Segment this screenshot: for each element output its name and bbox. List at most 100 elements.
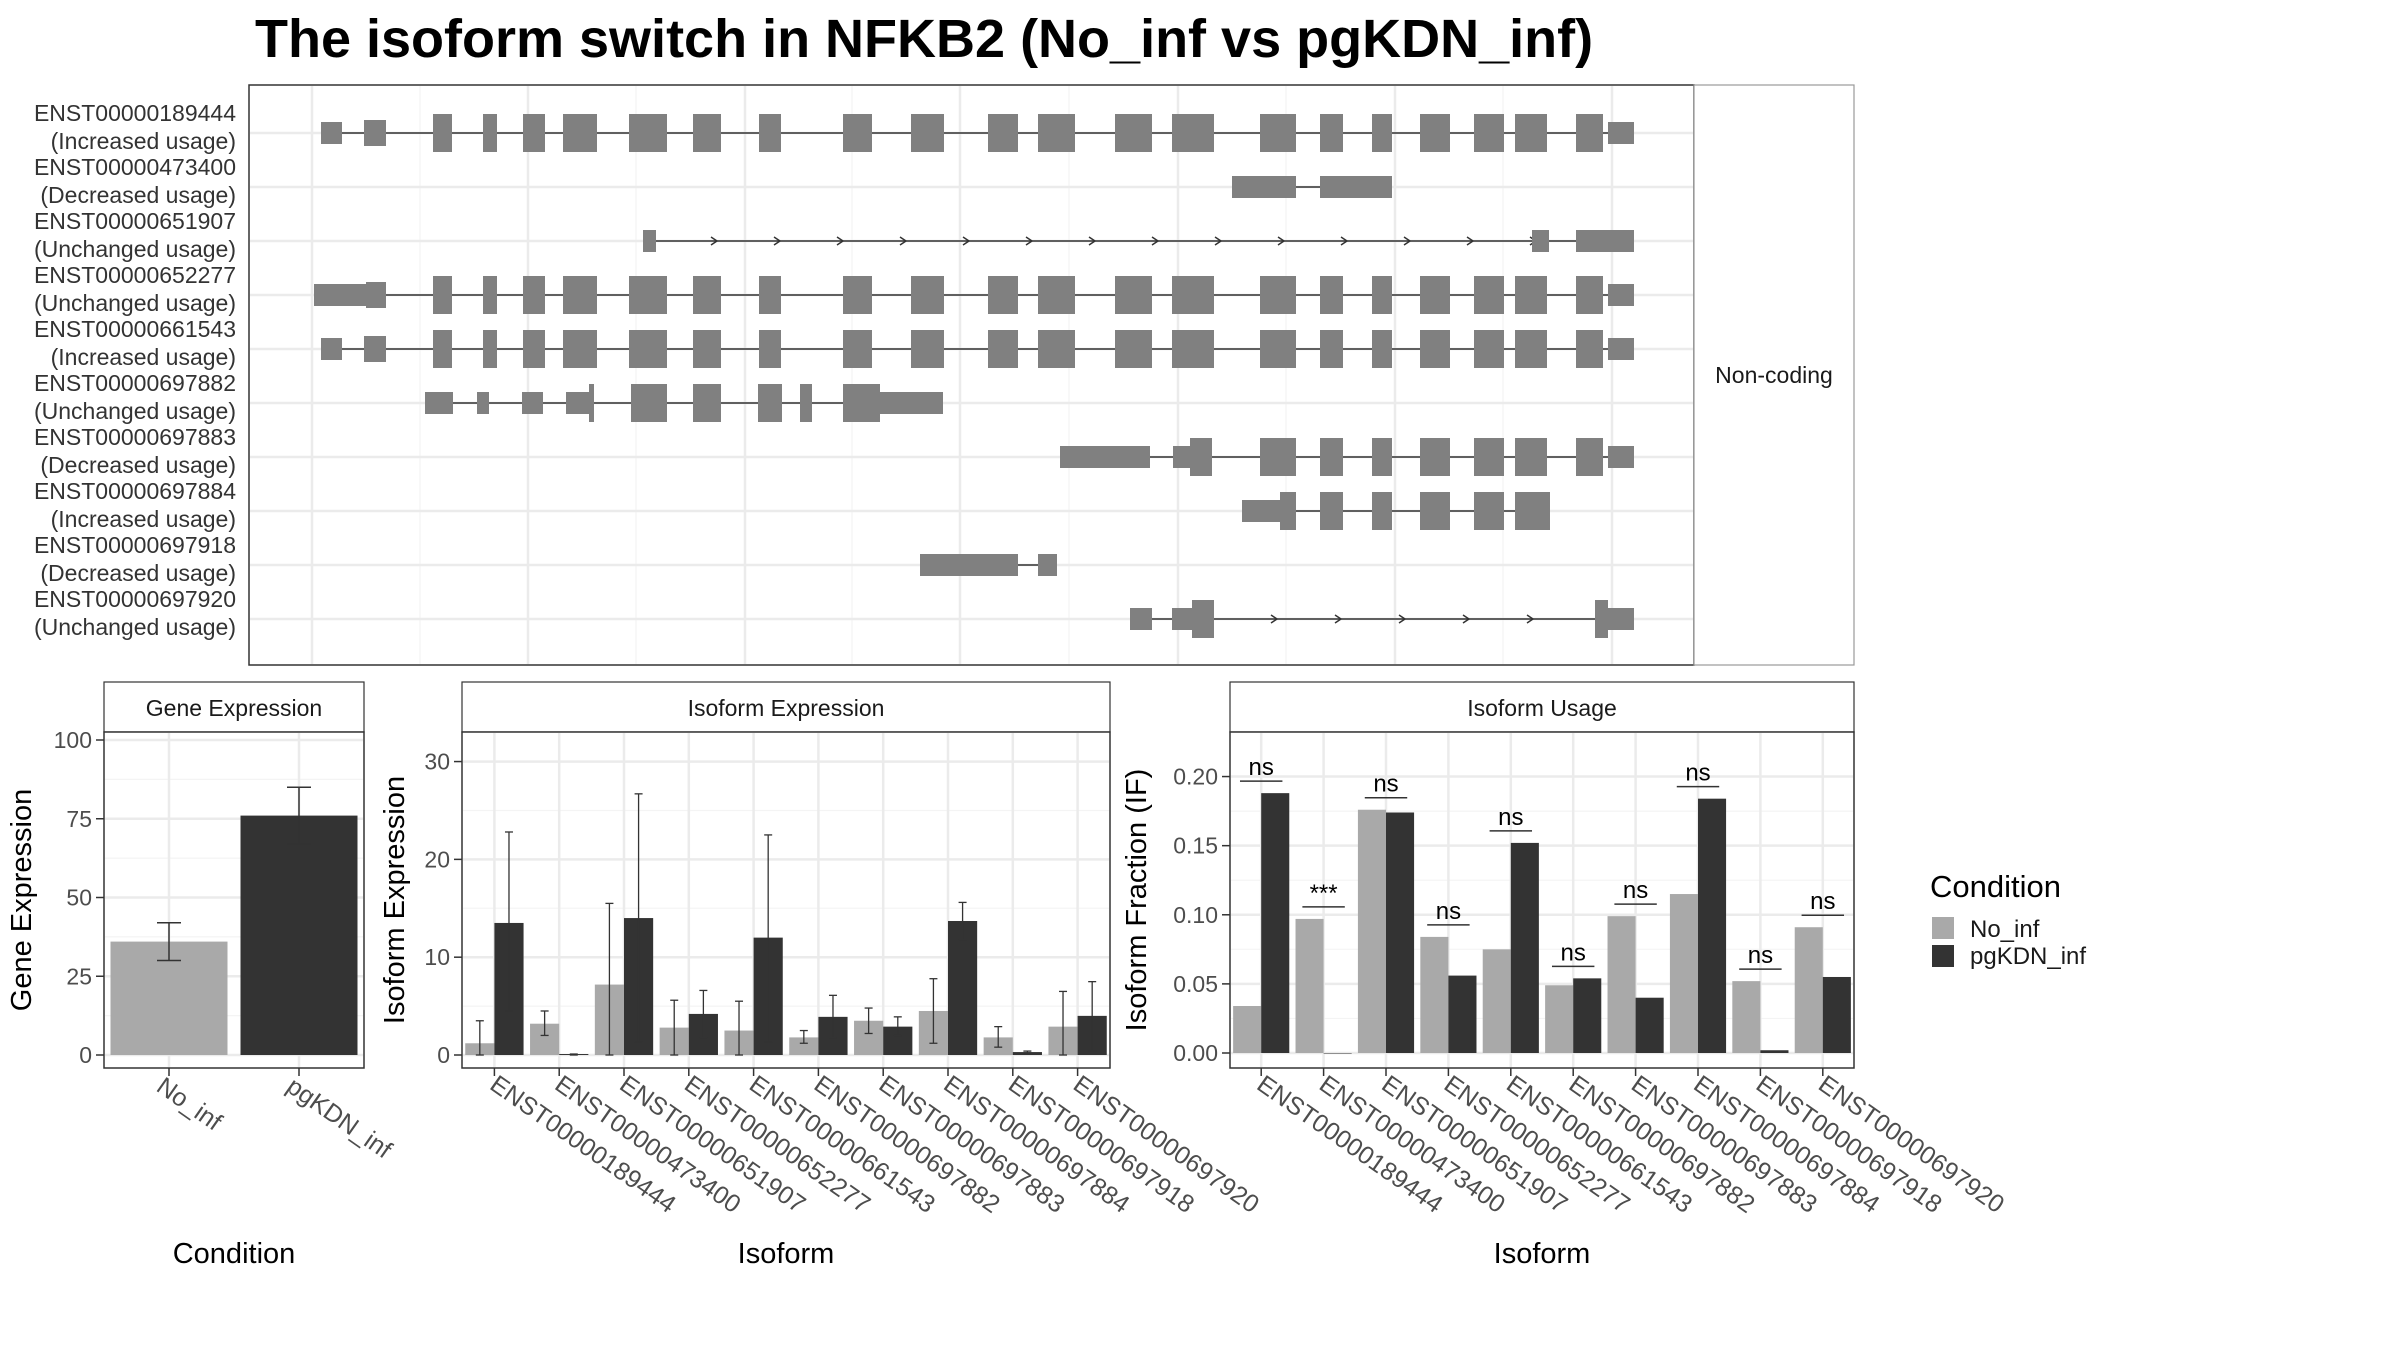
- isoform-usage-bar-No_inf-ENST00000697920: [1794, 927, 1823, 1053]
- exon-block: [643, 230, 656, 252]
- exon-block: [1576, 330, 1603, 368]
- isoform-usage-bar-pgKDN_inf-ENST00000697918: [1760, 1050, 1789, 1053]
- isoform-labels: ENST00000189444(Increased usage)ENST0000…: [34, 100, 236, 640]
- exon-block: [1172, 114, 1214, 152]
- isoform-usage-y-tick-label: 0.10: [1173, 902, 1218, 928]
- exon-block: [433, 276, 452, 314]
- isoform-usage-bar-No_inf-ENST00000473400: [1295, 918, 1324, 1053]
- exon-block: [1372, 492, 1392, 530]
- exon-block: [1038, 114, 1075, 152]
- figure-title: The isoform switch in NFKB2 (No_inf vs p…: [255, 9, 1593, 69]
- exon-block: [1608, 608, 1634, 630]
- isoform-usage-bar-No_inf-ENST00000652277: [1420, 936, 1449, 1053]
- isoform-expression-panel: Isoform Expression 0 10 20 30 ENST000001894…: [379, 681, 1264, 1270]
- exon-block: [911, 276, 944, 314]
- strand-arrow: [1340, 236, 1349, 246]
- exon-block: [1532, 230, 1549, 252]
- gene-expression-y-tick-label: 50: [66, 885, 92, 911]
- isoform-track-ENST00000697884: [1242, 492, 1550, 530]
- isoform-usage-y-tick-label: 0.00: [1173, 1040, 1218, 1066]
- exon-block: [759, 114, 781, 152]
- isoform-usage-y-tick-label: 0.15: [1173, 833, 1218, 859]
- exon-block: [988, 114, 1018, 152]
- isoform-usage-significance-label: ns: [1561, 939, 1586, 966]
- isoform-usage-bars: ns *** ns ns ns ns ns ns ns ns: [1233, 754, 1851, 1054]
- gene-expression-y-tick-label: 25: [66, 963, 92, 989]
- isoform-usage-strip: [1229, 681, 1855, 733]
- isoform-expression-x-ticks: ENST00000189444ENST00000473400ENST000006…: [485, 1068, 1264, 1219]
- isoform-label-status: (Decreased usage): [40, 560, 236, 586]
- exon-block: [1320, 176, 1392, 198]
- exon-block: [1372, 438, 1392, 476]
- isoform-usage-significance-label: ns: [1249, 754, 1274, 781]
- legend-key-pgkdn-inf: [1932, 945, 1954, 967]
- isoform-label-status: (Unchanged usage): [34, 398, 236, 424]
- exon-block: [880, 392, 943, 414]
- gene-expression-strip: [103, 681, 365, 733]
- exon-block: [477, 392, 489, 414]
- exon-block: [1320, 330, 1343, 368]
- exon-block: [758, 384, 782, 422]
- strand-arrow: [1151, 236, 1160, 246]
- strand-arrow: [1088, 236, 1097, 246]
- exon-block: [1474, 276, 1504, 314]
- exon-block: [1595, 600, 1608, 638]
- exon-block: [366, 282, 386, 308]
- gene-expression-x-ticks: No_inf pgKDN_inf: [152, 1068, 397, 1164]
- isoform-usage-bar-pgKDN_inf-ENST00000697920: [1822, 976, 1851, 1053]
- exon-block: [1260, 330, 1296, 368]
- exon-block: [321, 122, 342, 144]
- exon-block: [1260, 438, 1296, 476]
- isoform-expression-x-axis-label: Isoform: [738, 1238, 835, 1270]
- exon-block: [1372, 330, 1392, 368]
- isoform-usage-y-tick-label: 0.05: [1173, 971, 1218, 997]
- exon-block: [364, 336, 386, 362]
- isoform-label-status: (Increased usage): [51, 128, 236, 154]
- gene-expression-y-axis-label: Gene Expression: [6, 789, 38, 1011]
- isoform-usage-y-axis-label: Isoform Fraction (IF): [1121, 769, 1153, 1032]
- gene-expression-y-tick-label: 100: [54, 727, 92, 753]
- exon-block: [693, 330, 721, 368]
- isoform-label-id: ENST00000697883: [34, 424, 236, 450]
- isoform-track-ENST00000697918: [920, 554, 1057, 576]
- exon-block: [1474, 438, 1504, 476]
- isoform-usage-panel: Isoform Usage ns *** ns ns ns ns ns ns ns ns 0.00…: [1121, 681, 2009, 1270]
- exon-block: [1576, 276, 1603, 314]
- isoform-label-status: (Unchanged usage): [34, 290, 236, 316]
- isoform-usage-significance-label: ns: [1810, 888, 1835, 915]
- isoform-usage-bar-pgKDN_inf-ENST00000473400: [1323, 1053, 1352, 1054]
- exon-block: [1172, 276, 1214, 314]
- exon-block: [1280, 492, 1296, 530]
- strand-arrow: [1270, 614, 1279, 624]
- isoform-usage-bar-pgKDN_inf-ENST00000697883: [1635, 997, 1664, 1053]
- structure-strip: [1693, 84, 1855, 666]
- isoform-usage-bar-pgKDN_inf-ENST00000697884: [1698, 798, 1727, 1053]
- structure-strip-label: Non-coding: [1715, 362, 1833, 388]
- isoform-track-ENST00000189444: [321, 114, 1634, 152]
- isoform-usage-bar-No_inf-ENST00000697884: [1669, 894, 1698, 1053]
- strand-arrow: [1403, 236, 1412, 246]
- exon-block: [563, 114, 597, 152]
- structure-panel: ENST00000189444(Increased usage)ENST0000…: [34, 84, 1855, 666]
- gene-expression-bars: [110, 786, 358, 1055]
- exon-block: [1192, 600, 1214, 638]
- exon-block: [1130, 608, 1152, 630]
- exon-block: [1260, 114, 1296, 152]
- isoform-expression-bar-pgKDN_inf-ENST00000697884: [948, 920, 978, 1055]
- legend-label-pgkdn-inf: pgKDN_inf: [1970, 943, 2086, 970]
- isoform-track-ENST00000651907: [643, 230, 1634, 252]
- isoform-usage-bar-pgKDN_inf-ENST00000697882: [1573, 978, 1602, 1053]
- exon-block: [759, 330, 781, 368]
- isoform-track-ENST00000661543: [321, 330, 1634, 368]
- gene-expression-x-axis-label: Condition: [173, 1238, 296, 1270]
- strand-arrow: [1025, 236, 1034, 246]
- legend: Condition No_inf pgKDN_inf: [1930, 869, 2086, 970]
- exon-block: [321, 338, 342, 360]
- exon-block: [1242, 500, 1281, 522]
- exon-block: [843, 114, 872, 152]
- isoform-expression-y-ticks: 0 10 20 30: [424, 749, 462, 1068]
- isoform-expression-y-axis-label: Isoform Expression: [379, 776, 411, 1024]
- isoform-label-id: ENST00000697882: [34, 370, 236, 396]
- isoform-expression-y-tick-label: 30: [424, 749, 450, 775]
- exon-block: [911, 330, 944, 368]
